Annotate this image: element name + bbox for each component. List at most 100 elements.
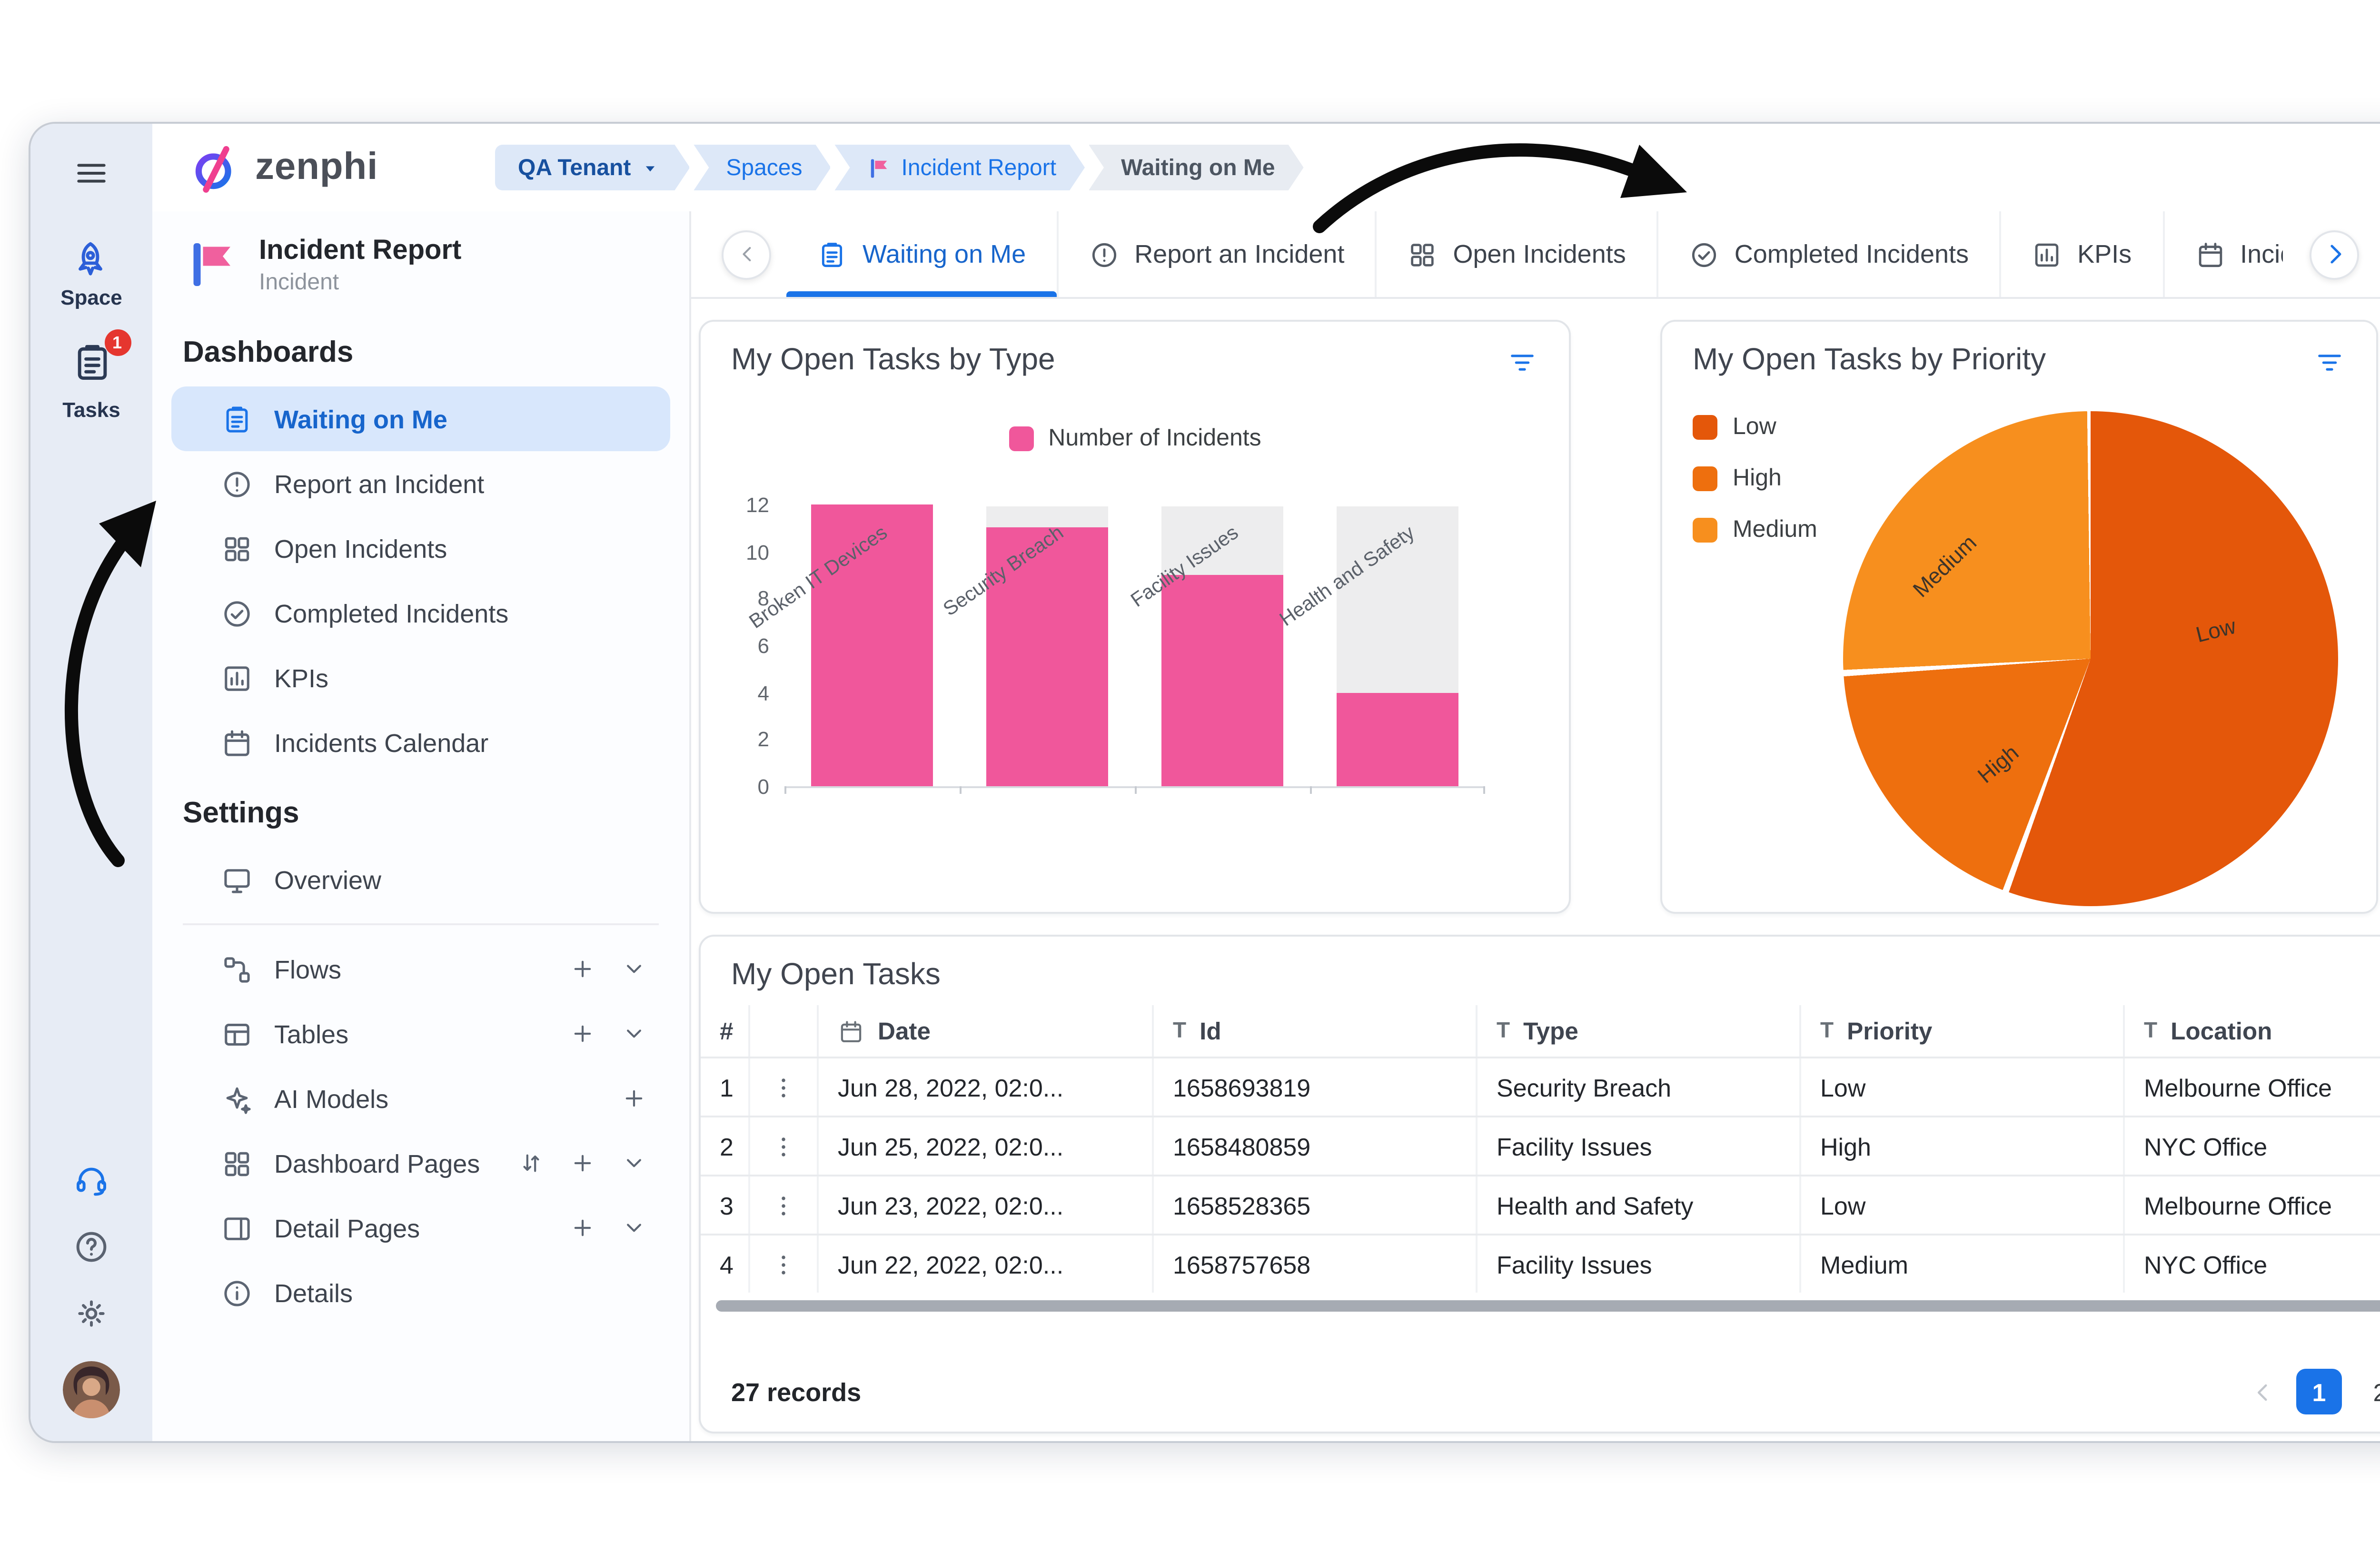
collapse-icon[interactable]	[621, 956, 647, 983]
breadcrumb-label: QA Tenant	[518, 154, 631, 181]
rail-bottom	[63, 1161, 120, 1418]
calendar-icon	[221, 727, 253, 759]
tasks-badge: 1	[104, 329, 130, 356]
y-axis-tick: 12	[746, 495, 769, 518]
chart-filter-icon[interactable]	[1506, 346, 1538, 378]
rail-item-space[interactable]: Space	[60, 238, 122, 310]
cell-kebab[interactable]	[750, 1176, 819, 1234]
add-icon[interactable]	[621, 1086, 647, 1112]
column-header-date[interactable]: Date	[819, 1005, 1154, 1057]
sidebar-item-ai-models[interactable]: AI Models	[171, 1067, 670, 1131]
user-avatar[interactable]	[63, 1361, 120, 1418]
sort-icon[interactable]	[518, 1150, 545, 1177]
legend-item-medium[interactable]: Medium	[1693, 516, 1817, 543]
pie-slice-label-high: High	[1974, 742, 2024, 789]
support-headset-icon[interactable]	[72, 1161, 110, 1199]
tab-incide[interactable]: Incide	[2162, 211, 2283, 297]
column-header-[interactable]: #	[701, 1005, 750, 1057]
breadcrumb-item-waiting-on-me[interactable]: Waiting on Me	[1089, 145, 1304, 190]
cell-kebab[interactable]	[750, 1236, 819, 1293]
cell-id: 1658480859	[1154, 1117, 1478, 1175]
sidebar-item-completed-incidents[interactable]: Completed Incidents	[171, 581, 670, 646]
page-button-2[interactable]: 2	[2357, 1369, 2380, 1414]
breadcrumb-item-incident-report[interactable]: Incident Report	[835, 145, 1085, 190]
tasks-icon	[69, 341, 113, 385]
row-menu-icon[interactable]	[769, 1191, 798, 1219]
cell-priority: High	[1801, 1117, 2125, 1175]
sidebar-item-open-incidents[interactable]: Open Incidents	[171, 516, 670, 581]
legend-item-high[interactable]: High	[1693, 465, 1817, 491]
tab-kpis[interactable]: KPIs	[1999, 211, 2162, 297]
breadcrumb-item-qa-tenant[interactable]: QA Tenant	[495, 145, 690, 190]
column-header-id[interactable]: T Id	[1154, 1005, 1478, 1057]
sidebar-item-detail-pages[interactable]: Detail Pages	[171, 1196, 670, 1261]
sidebar-item-dashboard-pages[interactable]: Dashboard Pages	[171, 1131, 670, 1196]
collapse-icon[interactable]	[621, 1021, 647, 1048]
column-header-type[interactable]: T Type	[1478, 1005, 1801, 1057]
hamburger-menu-icon[interactable]	[72, 154, 110, 192]
row-menu-icon[interactable]	[769, 1132, 798, 1160]
table-row-1[interactable]: 1 Jun 28, 2022, 02:0... 1658693819 Security…	[701, 1057, 2380, 1116]
table-body: 1 Jun 28, 2022, 02:0... 1658693819 Security…	[701, 1057, 2380, 1293]
settings-gear-icon[interactable]	[72, 1295, 110, 1333]
sidebar-item-details[interactable]: Details	[171, 1261, 670, 1325]
sidebar-item-waiting-on-me[interactable]: Waiting on Me	[171, 386, 670, 452]
tab-bar: Waiting on Me Report an Incident Open Inci…	[691, 211, 2380, 299]
cell-kebab[interactable]	[750, 1117, 819, 1175]
add-icon[interactable]	[569, 1021, 596, 1048]
sidebar-item-actions	[518, 1150, 647, 1177]
chart-filter-icon[interactable]	[2313, 346, 2346, 378]
add-icon[interactable]	[569, 956, 596, 983]
cell-kebab[interactable]	[750, 1058, 819, 1116]
legend-item-low[interactable]: Low	[1693, 413, 1817, 440]
sidebar-item-incidents-calendar[interactable]: Incidents Calendar	[171, 711, 670, 775]
column-header-menu[interactable]	[750, 1005, 819, 1057]
info-icon	[221, 1277, 253, 1309]
rail-item-tasks[interactable]: 1 Tasks	[62, 329, 130, 423]
column-header-location[interactable]: T Location	[2125, 1005, 2380, 1057]
collapse-icon[interactable]	[621, 1150, 647, 1177]
grid-icon	[221, 533, 253, 565]
cell-num: 4	[701, 1236, 750, 1293]
project-header[interactable]: Incident Report Incident	[152, 219, 689, 315]
tabs: Waiting on Me Report an Incident Open Inci…	[786, 211, 2283, 297]
tabs-scroll-right-button[interactable]	[2310, 229, 2360, 279]
tab-report-an-incident[interactable]: Report an Incident	[1056, 211, 1375, 297]
dashboards-heading: Dashboards	[183, 337, 354, 370]
add-icon[interactable]	[569, 1150, 596, 1177]
previous-page-button[interactable]	[2249, 1377, 2277, 1406]
zenphi-logo[interactable]: zenphi	[190, 142, 449, 193]
sidebar-item-flows[interactable]: Flows	[171, 937, 670, 1002]
tab-completed-incidents[interactable]: Completed Incidents	[1656, 211, 1999, 297]
tab-open-incidents[interactable]: Open Incidents	[1375, 211, 1656, 297]
sidebar-item-report-an-incident[interactable]: Report an Incident	[171, 452, 670, 516]
x-axis-tick	[1483, 786, 1485, 794]
table-row-4[interactable]: 4 Jun 22, 2022, 02:0... 1658757658 Facility…	[701, 1234, 2380, 1293]
table-row-3[interactable]: 3 Jun 23, 2022, 02:0... 1658528365 Health a…	[701, 1175, 2380, 1234]
tabs-scroll-left-button[interactable]	[722, 229, 771, 279]
tab-label: Incide	[2240, 240, 2283, 268]
bar-facility-issues	[1161, 575, 1283, 786]
column-header-priority[interactable]: T Priority	[1801, 1005, 2125, 1057]
help-icon[interactable]	[72, 1228, 110, 1266]
sidebar-item-overview[interactable]: Overview	[171, 848, 670, 912]
row-menu-icon[interactable]	[769, 1073, 798, 1101]
text-type-icon: T	[1820, 1019, 1834, 1042]
breadcrumb-label: Spaces	[726, 154, 803, 181]
add-icon[interactable]	[569, 1215, 596, 1242]
horizontal-scrollbar-thumb[interactable]	[716, 1300, 2380, 1312]
sidebar-item-tables[interactable]: Tables	[171, 1002, 670, 1067]
collapse-icon[interactable]	[621, 1215, 647, 1242]
sidebar-item-kpis[interactable]: KPIs	[171, 646, 670, 711]
incident-report-app-icon	[183, 236, 240, 293]
legend-label: High	[1733, 465, 1782, 491]
project-name: Incident Report	[259, 236, 462, 267]
row-menu-icon[interactable]	[769, 1250, 798, 1278]
table-row-2[interactable]: 2 Jun 25, 2022, 02:0... 1658480859 Facility…	[701, 1116, 2380, 1175]
legend-swatch	[1693, 465, 1717, 490]
page-button-1[interactable]: 1	[2296, 1369, 2342, 1414]
tab-waiting-on-me[interactable]: Waiting on Me	[786, 211, 1056, 297]
sidebar-item-label: Completed Incidents	[274, 599, 509, 628]
breadcrumb-item-spaces[interactable]: Spaces	[694, 145, 831, 190]
sidebar-item-actions	[569, 956, 647, 983]
